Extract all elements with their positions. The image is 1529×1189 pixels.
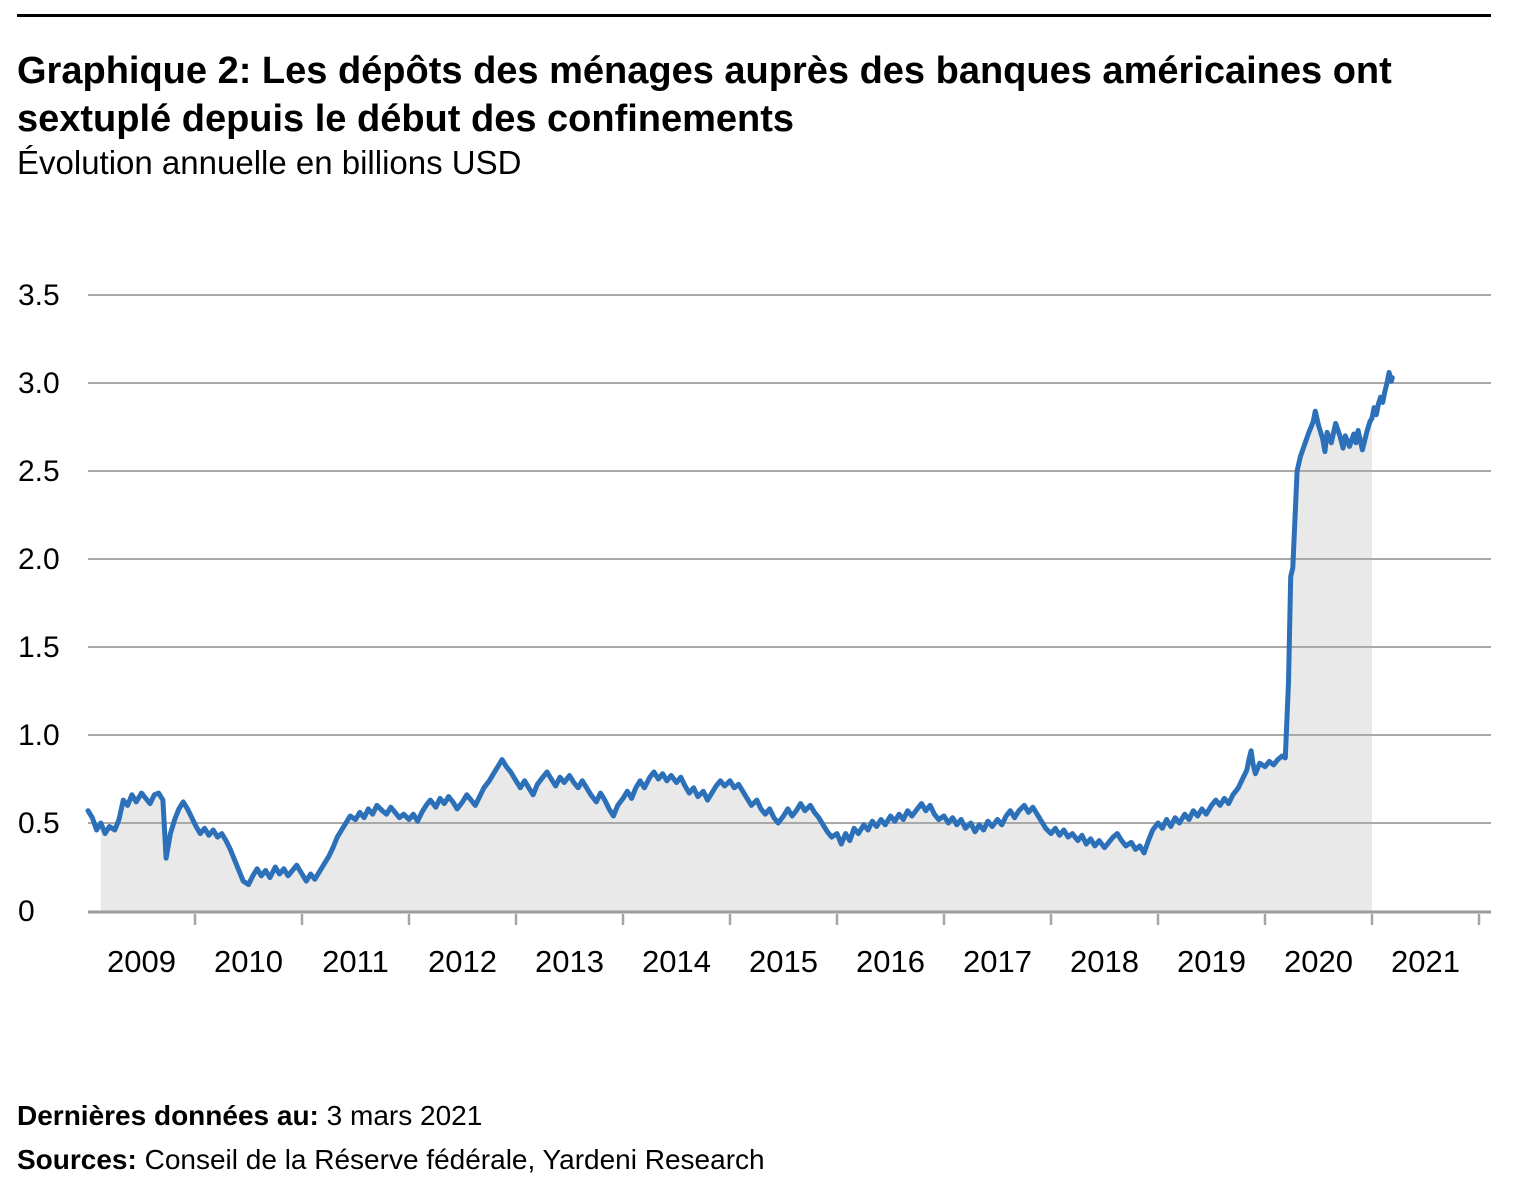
gridlines-group <box>88 294 1491 824</box>
y-tick-label: 2.0 <box>18 543 60 576</box>
x-tick-label: 2018 <box>1070 944 1139 979</box>
last-data-value: 3 mars 2021 <box>326 1100 483 1131</box>
x-tick-label: 2015 <box>749 944 818 979</box>
page-subtitle: Évolution annuelle en billions USD <box>17 144 522 181</box>
x-axis-labels-group: 2009 2010 2011 2012 2013 2014 2015 2016 2017 2018… <box>107 944 1460 979</box>
x-tick-label: 2011 <box>322 944 389 979</box>
x-tick-label: 2021 <box>1391 944 1460 979</box>
area-fill-group <box>100 411 1372 911</box>
last-data-line: Dernières données au: 3 mars 2021 <box>17 1094 1491 1138</box>
x-tick-label: 2019 <box>1177 944 1246 979</box>
chart-footer: Dernières données au: 3 mars 2021 Source… <box>17 1094 1491 1182</box>
sources-label: Sources: <box>17 1144 137 1175</box>
y-tick-label: 0 <box>18 895 35 928</box>
y-tick-label: 3.5 <box>18 279 60 312</box>
last-data-label: Dernières données au: <box>17 1100 319 1131</box>
x-tick-label: 2016 <box>856 944 925 979</box>
series-line-group <box>85 369 1395 888</box>
x-tick-label: 2014 <box>642 944 711 979</box>
x-tick-label: 2013 <box>535 944 604 979</box>
y-tick-label: 0.5 <box>18 807 60 840</box>
x-tick-label: 2010 <box>214 944 283 979</box>
x-axis-group <box>88 910 1491 925</box>
y-tick-label: 1.0 <box>18 719 60 752</box>
area-fill <box>100 411 1372 911</box>
x-tick-label: 2017 <box>963 944 1032 979</box>
y-tick-label: 3.0 <box>18 367 60 400</box>
deposits-series-line <box>85 369 1395 888</box>
x-tick-label: 2020 <box>1284 944 1353 979</box>
sources-line: Sources: Conseil de la Réserve fédérale,… <box>17 1138 1491 1182</box>
top-rule <box>17 14 1491 17</box>
y-tick-label: 1.5 <box>18 631 60 664</box>
sources-value: Conseil de la Réserve fédérale, Yardeni … <box>144 1144 765 1175</box>
x-tick-label: 2009 <box>107 944 176 979</box>
y-tick-label: 2.5 <box>18 455 60 488</box>
x-tick-label: 2012 <box>428 944 497 979</box>
page-title: Graphique 2: Les dépôts des ménages aupr… <box>17 50 1392 140</box>
y-axis-labels-group: 3.5 3.0 2.5 2.0 1.5 1.0 0.5 0 <box>18 279 60 928</box>
